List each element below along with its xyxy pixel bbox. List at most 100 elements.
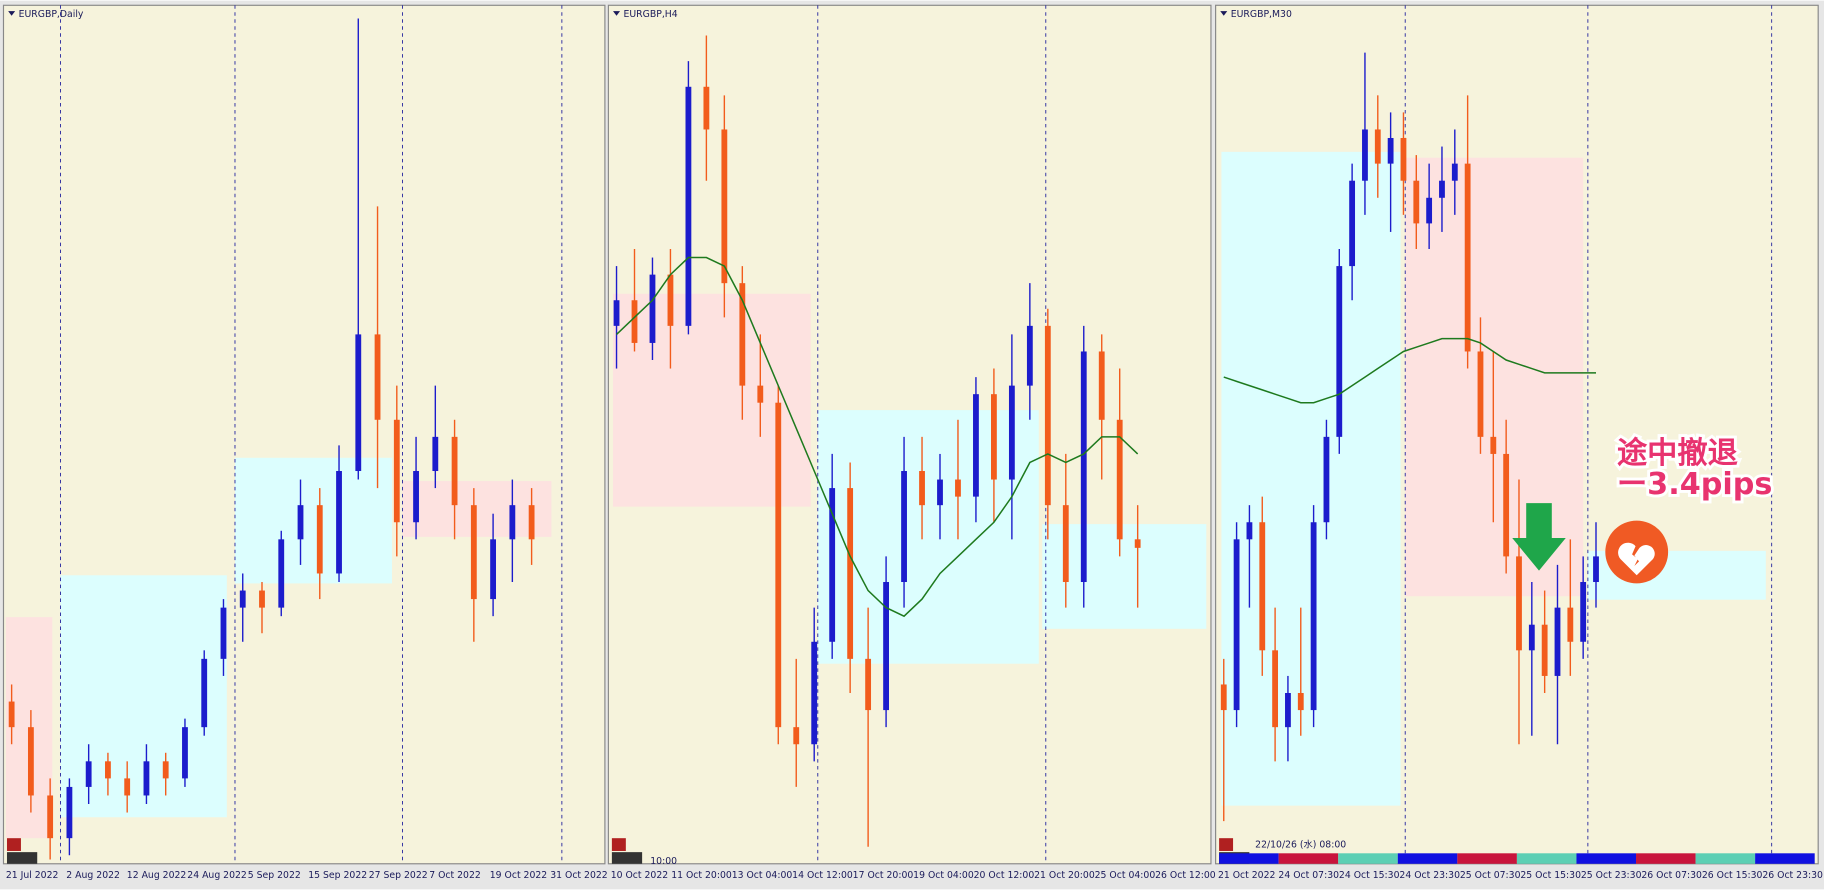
candle-body (1310, 522, 1317, 711)
session-bar (1576, 853, 1637, 864)
zone (1042, 524, 1207, 629)
candle-body (1080, 351, 1087, 583)
candle-body (1451, 163, 1458, 181)
candle-body (955, 479, 961, 497)
candle (1593, 522, 1599, 608)
x-tick-label: 14 Oct 12:00 (792, 870, 853, 881)
candle-body (1426, 197, 1433, 224)
candle-body (721, 129, 728, 284)
candle (1464, 95, 1471, 369)
candle-body (1413, 180, 1420, 224)
candle (1220, 658, 1227, 822)
candle-body (1464, 163, 1471, 352)
annotation: 途中撤退 (1617, 435, 1738, 471)
time-label: 22/10/26 (水) 08:00 (1255, 839, 1346, 851)
candle-body (865, 658, 872, 711)
candle (47, 778, 54, 860)
close-button[interactable] (611, 838, 626, 851)
x-tick-label: 27 Sep 2022 (369, 870, 428, 881)
candle (278, 530, 285, 617)
candle (1503, 419, 1510, 574)
candle (1567, 539, 1574, 676)
candle-body (1490, 436, 1497, 454)
session-bar (1755, 853, 1815, 864)
candle-body (1134, 539, 1141, 548)
candle-body (1503, 453, 1510, 557)
candle-body (1297, 693, 1304, 711)
x-tick-label: 25 Oct 04:00 (1095, 870, 1156, 881)
candle (631, 249, 638, 352)
candle-body (1477, 351, 1484, 437)
candle-body (355, 334, 362, 472)
x-tick-label: 26 Oct 23:30 (1762, 870, 1823, 881)
x-tick-label: 24 Aug 2022 (187, 870, 247, 881)
candle-body (182, 727, 188, 779)
x-tick-label: 19 Oct 2022 (490, 870, 547, 881)
candle (85, 744, 92, 805)
candle-body (1220, 684, 1227, 711)
time-label: 10:00 (650, 856, 677, 867)
session-bar (1457, 853, 1517, 864)
candle (374, 206, 381, 489)
candle (1272, 607, 1279, 762)
candle-body (757, 385, 764, 403)
candle (1336, 249, 1343, 454)
candle-body (162, 761, 169, 779)
candle (220, 599, 227, 676)
x-tick-label: 20 Oct 12:00 (974, 870, 1035, 881)
broken-heart-badge (1605, 520, 1669, 584)
candle-body (297, 505, 304, 540)
candle-body (259, 590, 265, 608)
candle (685, 61, 692, 335)
candle (1477, 317, 1484, 454)
candle-body (27, 727, 34, 796)
annotation: ー3.4pips (1617, 467, 1772, 502)
zone (817, 410, 1039, 664)
candle (1580, 556, 1587, 659)
close-button[interactable] (1219, 838, 1234, 851)
candle-body (432, 436, 439, 472)
candle (1044, 308, 1051, 540)
candle-body (316, 505, 323, 574)
candle (259, 582, 265, 634)
candle-body (739, 283, 746, 386)
candle-body (470, 505, 477, 600)
candle-body (919, 471, 925, 506)
close-button[interactable] (6, 838, 21, 851)
candle (1490, 351, 1497, 523)
candle-body (8, 701, 15, 728)
x-tick-label: 25 Oct 23:30 (1581, 870, 1642, 881)
moving-average (616, 256, 1139, 618)
candle-body (649, 274, 656, 343)
candle-body (239, 590, 246, 608)
candle-body (1098, 351, 1105, 420)
candle (649, 257, 656, 361)
candle-body (1062, 505, 1069, 583)
panel-title: EURGBP,H4 (624, 9, 678, 20)
candle-body (66, 786, 73, 839)
x-tick-label: 5 Sep 2022 (248, 870, 301, 881)
candle-body (973, 394, 979, 497)
candle (1080, 325, 1087, 608)
candle (1451, 129, 1458, 215)
candle-body (1044, 325, 1051, 506)
candle (1413, 155, 1420, 250)
candle (937, 453, 943, 540)
candle-body (1336, 266, 1343, 437)
candle (1323, 419, 1330, 540)
session-bar (1278, 853, 1339, 864)
candle-body (509, 505, 516, 540)
candle (355, 18, 362, 480)
candle (1426, 163, 1433, 250)
zone (234, 457, 393, 584)
candle (451, 419, 458, 540)
candle (1516, 479, 1522, 745)
candle (1285, 675, 1291, 762)
candle-body (1541, 624, 1548, 676)
candle (811, 607, 818, 762)
x-tick-label: 21 Jul 2022 (6, 870, 59, 881)
candle (27, 710, 34, 813)
candle-body (1374, 129, 1381, 164)
candle-body (278, 539, 285, 608)
candle (162, 752, 169, 796)
